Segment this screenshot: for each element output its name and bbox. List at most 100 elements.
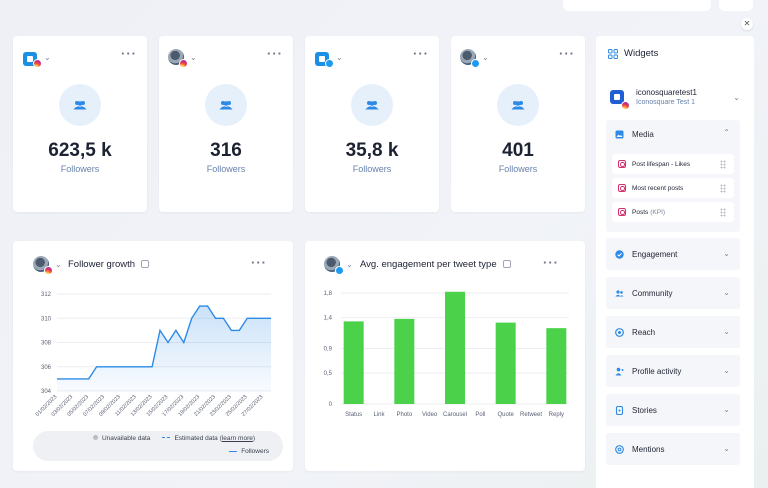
section-label: Engagement: [632, 250, 678, 259]
bar-quote[interactable]: [495, 322, 516, 404]
section-label: Community: [632, 289, 673, 298]
bar-reply[interactable]: [546, 328, 567, 404]
y-tick-label: 1,4: [324, 316, 333, 322]
account-selector[interactable]: ⌄: [168, 48, 197, 68]
bar-status[interactable]: [343, 321, 364, 404]
bar-photo[interactable]: [394, 318, 415, 404]
account-selector[interactable]: ⌄: [324, 255, 353, 275]
chart-legend: Unavailable data Estimated data (learn m…: [33, 431, 283, 461]
account-name: iconosquaretest1: [636, 88, 697, 97]
widgets-icon: [608, 48, 618, 59]
top-toolbar-button[interactable]: [719, 0, 753, 11]
legend-estimated: Estimated data (learn more): [162, 435, 255, 442]
section-mentions[interactable]: Mentions ⌄: [606, 433, 740, 465]
section-label: Profile activity: [632, 367, 682, 376]
account-selector[interactable]: ⌄: [314, 48, 343, 68]
kpi-value: 35,8 k: [345, 140, 399, 161]
account-selector[interactable]: ⌄: [22, 48, 51, 68]
kpi-label: Followers: [498, 164, 538, 174]
y-tick-label: 0: [329, 402, 333, 408]
media-section: Media ⌃ Post lifespan - Likes Most recen…: [606, 120, 740, 232]
series-line-followers: [57, 305, 271, 380]
followers-kpi-card: ⌄ ··· 623,5 k Followers: [13, 36, 147, 212]
community-icon: [615, 290, 624, 297]
x-tick-label: Carousel: [443, 412, 467, 418]
more-options-icon[interactable]: ···: [251, 255, 267, 270]
y-tick-label: 306: [41, 365, 52, 371]
x-tick-label: Video: [422, 412, 438, 418]
kpi-value: 316: [210, 140, 242, 161]
more-options-icon[interactable]: ···: [543, 255, 559, 270]
user-avatar-icon: [460, 48, 480, 68]
bar-carousel[interactable]: [445, 291, 465, 404]
media-section-header[interactable]: Media: [615, 130, 654, 139]
instagram-icon: [618, 208, 626, 216]
y-tick-label: 312: [41, 292, 52, 298]
chevron-down-icon: ⌄: [723, 327, 730, 336]
chevron-down-icon: ⌄: [723, 249, 730, 258]
mentions-icon: [615, 445, 624, 454]
top-toolbar-box: [563, 0, 711, 11]
account-selector[interactable]: iconosquaretest1 Iconosquare Test 1 ⌄: [608, 88, 744, 110]
more-options-icon[interactable]: ···: [121, 46, 137, 61]
drag-handle-icon[interactable]: [720, 208, 726, 217]
widgets-panel: Widgets iconosquaretest1 Iconosquare Tes…: [596, 36, 754, 488]
section-engagement[interactable]: Engagement ⌄: [606, 238, 740, 270]
iconosquare-logo-icon: [22, 48, 42, 68]
section-community[interactable]: Community ⌄: [606, 277, 740, 309]
section-label: Stories: [632, 406, 657, 415]
follower-growth-chart: 30430630831031201/02/202303/02/202305/02…: [35, 292, 272, 418]
widget-item-post-lifespan[interactable]: Post lifespan - Likes: [612, 154, 734, 174]
kpi-label: Followers: [352, 164, 392, 174]
account-selector[interactable]: ⌄: [33, 255, 62, 275]
info-icon[interactable]: [502, 260, 511, 268]
section-profile-activity[interactable]: Profile activity ⌄: [606, 355, 740, 387]
learn-more-link[interactable]: learn more: [221, 435, 253, 442]
section-label: Mentions: [632, 445, 665, 454]
y-tick-label: 310: [41, 316, 52, 322]
chevron-down-icon: ⌄: [190, 52, 197, 62]
widget-title: Avg. engagement per tweet type: [360, 259, 511, 270]
followers-kpi-card: ⌄ ··· 316 Followers: [159, 36, 293, 212]
account-selector[interactable]: ⌄: [460, 48, 489, 68]
instagram-badge-icon: [621, 101, 630, 110]
media-icon: [615, 130, 624, 139]
info-icon[interactable]: [141, 260, 150, 268]
chevron-down-icon: ⌄: [55, 259, 62, 269]
chevron-down-icon: ⌄: [723, 288, 730, 297]
chevron-down-icon: ⌄: [336, 52, 343, 62]
panel-title: Widgets: [608, 48, 658, 59]
drag-handle-icon[interactable]: [720, 160, 726, 169]
more-options-icon[interactable]: ···: [267, 46, 283, 61]
chevron-up-icon[interactable]: ⌃: [723, 128, 730, 137]
section-reach[interactable]: Reach ⌄: [606, 316, 740, 348]
user-avatar-icon: [324, 255, 344, 275]
legend-followers: Followers: [229, 448, 269, 455]
kpi-label: Followers: [60, 164, 100, 174]
instagram-badge-icon: [44, 266, 53, 275]
followers-icon: [59, 84, 101, 126]
more-options-icon[interactable]: ···: [559, 46, 575, 61]
close-panel-icon[interactable]: ✕: [741, 18, 753, 30]
chevron-down-icon: ⌄: [733, 93, 740, 102]
section-stories[interactable]: Stories ⌄: [606, 394, 740, 426]
followers-icon: [497, 84, 539, 126]
stories-icon: [615, 406, 624, 415]
profile-activity-icon: [615, 367, 624, 376]
kpi-value: 401: [502, 140, 534, 161]
followers-icon: [205, 84, 247, 126]
widget-item-recent-posts[interactable]: Most recent posts: [612, 178, 734, 198]
followers-kpi-card: ⌄ ··· 401 Followers: [451, 36, 585, 212]
user-avatar-icon: [33, 255, 53, 275]
x-tick-label: Reply: [549, 412, 564, 418]
x-tick-label: Link: [373, 412, 385, 418]
more-options-icon[interactable]: ···: [413, 46, 429, 61]
reach-icon: [615, 328, 624, 337]
widget-item-posts-kpi[interactable]: Posts (KPI): [612, 202, 734, 222]
followers-kpi-card: ⌄ ··· 35,8 k Followers: [305, 36, 439, 212]
chevron-down-icon: ⌄: [44, 52, 51, 62]
drag-handle-icon[interactable]: [720, 184, 726, 193]
iconosquare-logo-icon: [314, 48, 334, 68]
twitter-badge-icon: [325, 59, 334, 68]
kpi-value: 623,5 k: [48, 140, 112, 161]
